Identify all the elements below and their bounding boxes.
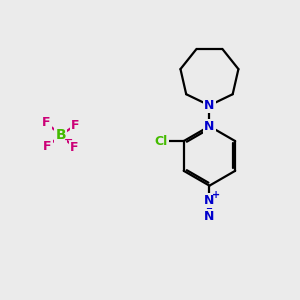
- Text: −: −: [64, 135, 73, 145]
- Text: +: +: [212, 190, 220, 200]
- Text: N: N: [204, 194, 214, 207]
- Text: N: N: [204, 99, 214, 112]
- Text: F: F: [43, 140, 52, 153]
- Text: F: F: [70, 141, 79, 154]
- Text: Cl: Cl: [155, 135, 168, 148]
- Text: B: B: [56, 128, 66, 142]
- Text: F: F: [71, 118, 80, 132]
- Text: N: N: [204, 120, 214, 133]
- Text: N: N: [204, 210, 214, 224]
- Text: F: F: [42, 116, 51, 129]
